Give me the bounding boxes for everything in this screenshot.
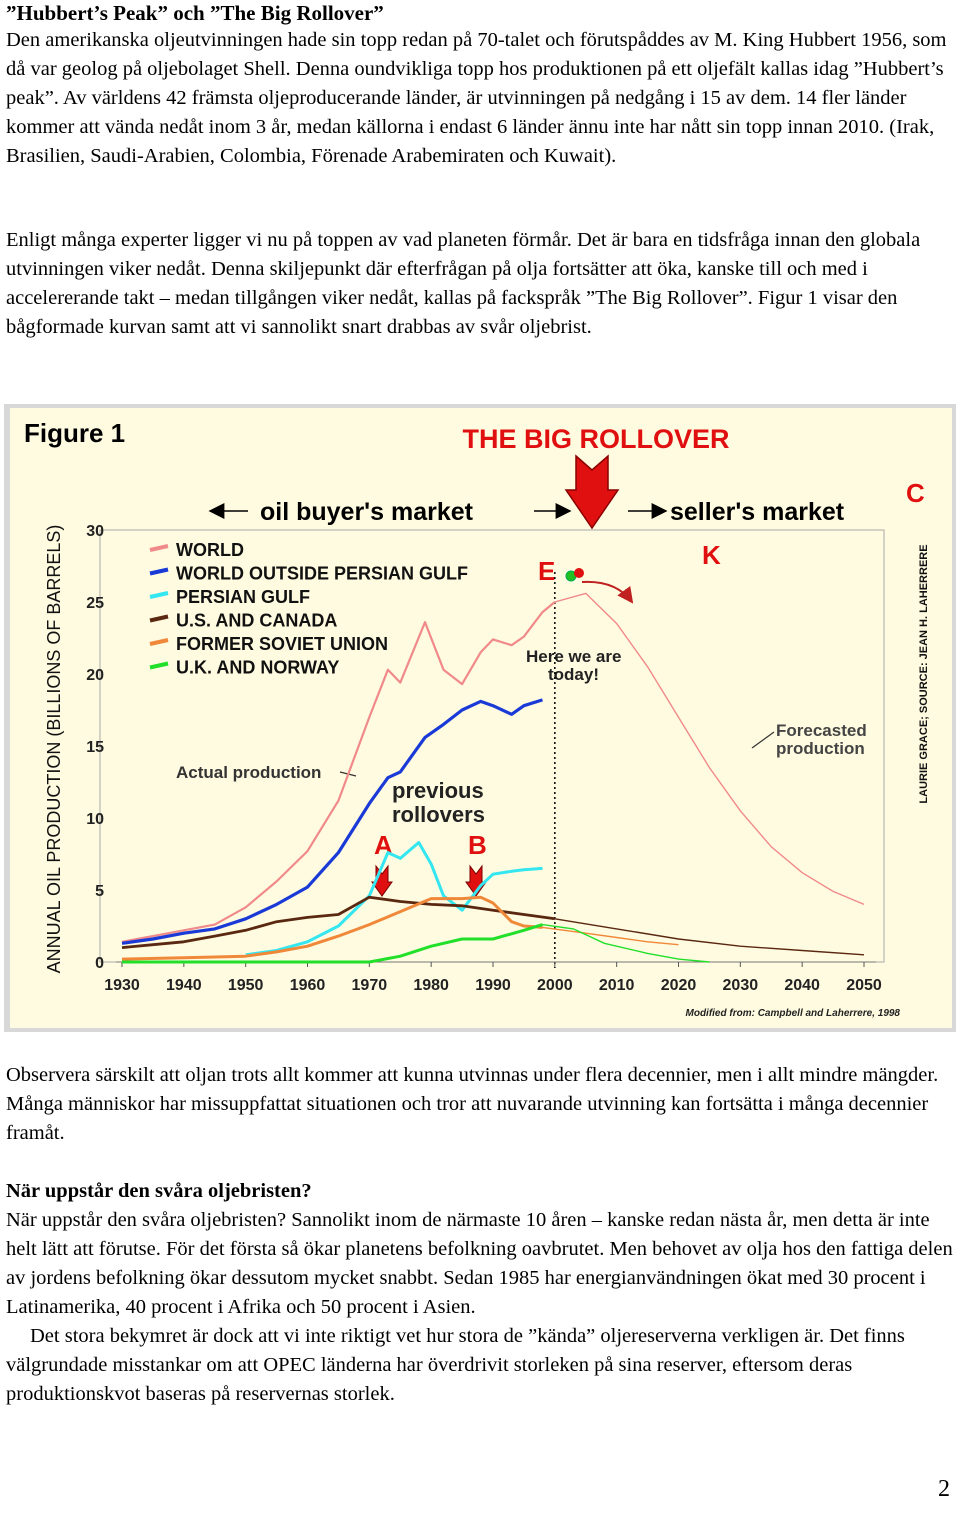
previous-rollovers-line1: previous	[392, 778, 484, 803]
legend-label-former-soviet: FORMER SOVIET UNION	[176, 634, 388, 654]
series-lines	[121, 592, 865, 964]
big-rollover-arrow	[564, 454, 620, 530]
after-paragraph-2: När uppstår den svåra oljebristen? Sanno…	[6, 1209, 953, 1318]
forecast-arrow	[581, 580, 634, 604]
legend-swatch-us-canada	[149, 614, 169, 623]
figure-label: Figure 1	[24, 418, 125, 448]
forecast-line-us-canada	[554, 918, 865, 956]
buyers-market-label: oil buyer's market	[260, 498, 474, 526]
series-line-us-canada	[121, 895, 555, 949]
legend-swatch-world	[149, 544, 169, 552]
actual-production-label: Actual production	[176, 763, 321, 782]
page-number: 2	[938, 1476, 950, 1502]
series-line-world-outside	[121, 698, 543, 945]
forecast-label-line1: Forecasted	[776, 721, 867, 740]
intro-paragraph-1: Den amerikanska oljeutvinningen hade sin…	[6, 29, 947, 167]
here-label-line1: Here we are	[526, 647, 621, 666]
x-tick-label: 2030	[723, 977, 759, 994]
figure-background	[10, 408, 952, 1028]
series-line-former-soviet	[121, 895, 543, 961]
x-tick-label: 1950	[228, 977, 264, 994]
series-line-persian-gulf	[245, 841, 543, 957]
y-tick-label: 25	[86, 595, 104, 612]
legend-swatch-former-soviet	[149, 638, 169, 646]
forecast-line-former-soviet	[542, 926, 679, 946]
after-paragraph-3: Det stora bekymret är dock att vi inte r…	[6, 1325, 905, 1405]
y-tick-label: 0	[95, 955, 104, 972]
x-tick-label: 2000	[537, 977, 573, 994]
x-tick-label: 1980	[413, 977, 449, 994]
x-tick-label: 1930	[104, 977, 140, 994]
y-tick-label: 30	[86, 523, 104, 540]
label-a: A	[374, 830, 393, 860]
axes: 1930 1940 1950 1960 1970 1980 1990 2000 2010 2020…	[86, 523, 882, 994]
x-tick-label: 2050	[846, 977, 882, 994]
here-label-line2: today!	[548, 665, 599, 684]
section-title: ”Hubbert’s Peak” och ”The Big Rollover”	[6, 1, 384, 25]
series-line-uk-norway	[122, 923, 543, 964]
legend-swatch-uk-norway	[149, 661, 169, 670]
x-tick-label: 2040	[784, 977, 820, 994]
x-tick-label: 1970	[352, 977, 388, 994]
after-section: Observera särskilt att oljan trots allt …	[6, 1061, 958, 1148]
forecast-pointer	[751, 731, 775, 749]
intro-section: ”Hubbert’s Peak” och ”The Big Rollover” …	[6, 0, 958, 171]
after-paragraph-1: Observera särskilt att oljan trots allt …	[6, 1064, 939, 1144]
label-c: C	[906, 478, 925, 508]
modified-credit: Modified from: Campbell and Laherrere, 1…	[686, 1008, 901, 1019]
x-tick-label: 2020	[661, 977, 697, 994]
today-marker	[565, 568, 584, 582]
intro-paragraph-2: Enligt många experter ligger vi nu på to…	[6, 229, 921, 338]
label-e: E	[538, 556, 555, 586]
sellers-market-label: seller's market	[670, 498, 845, 526]
label-k: K	[702, 540, 721, 570]
series-line-world	[121, 601, 556, 943]
question-heading: När uppstår den svåra oljebristen?	[6, 1180, 312, 1202]
forecast-line-uk-norway	[542, 923, 710, 963]
figure-1-chart: Figure 1 THE BIG ROLLOVER oil buyer's ma…	[4, 404, 956, 1032]
figure-headline: THE BIG ROLLOVER	[462, 424, 729, 454]
y-tick-label: 20	[86, 667, 104, 684]
legend-label-world-outside: WORLD OUTSIDE PERSIAN GULF	[176, 564, 468, 584]
x-tick-label: 1940	[166, 977, 202, 994]
previous-rollovers-line2: rollovers	[392, 802, 485, 827]
x-tick-label: 1960	[290, 977, 326, 994]
forecast-label-line2: production	[776, 739, 865, 758]
y-axis-label: ANNUAL OIL PRODUCTION (BILLIONS OF BARRE…	[44, 525, 64, 974]
x-tick-label: 1990	[475, 977, 511, 994]
legend-swatch-persian-gulf	[149, 591, 169, 599]
question-section: När uppstår den svåra oljebristen? När u…	[6, 1177, 958, 1409]
y-tick-label: 10	[86, 811, 104, 828]
legend: WORLD WORLD OUTSIDE PERSIAN GULF PERSIAN G…	[149, 540, 468, 678]
legend-label-uk-norway: U.K. AND NORWAY	[176, 658, 339, 678]
x-tick-label: 2010	[599, 977, 635, 994]
forecast-line-world	[542, 592, 865, 906]
legend-swatch-world-outside	[149, 567, 169, 576]
intro-section-2: Enligt många experter ligger vi nu på to…	[6, 226, 958, 342]
legend-label-world: WORLD	[176, 540, 244, 560]
legend-label-persian-gulf: PERSIAN GULF	[176, 587, 310, 607]
legend-label-us-canada: U.S. AND CANADA	[176, 611, 337, 631]
source-credit: LAURIE GRACE; SOURCE: JEAN H. LAHERRERE	[918, 544, 930, 803]
y-tick-label: 15	[86, 739, 104, 756]
y-tick-label: 5	[95, 883, 104, 900]
label-b: B	[468, 830, 487, 860]
